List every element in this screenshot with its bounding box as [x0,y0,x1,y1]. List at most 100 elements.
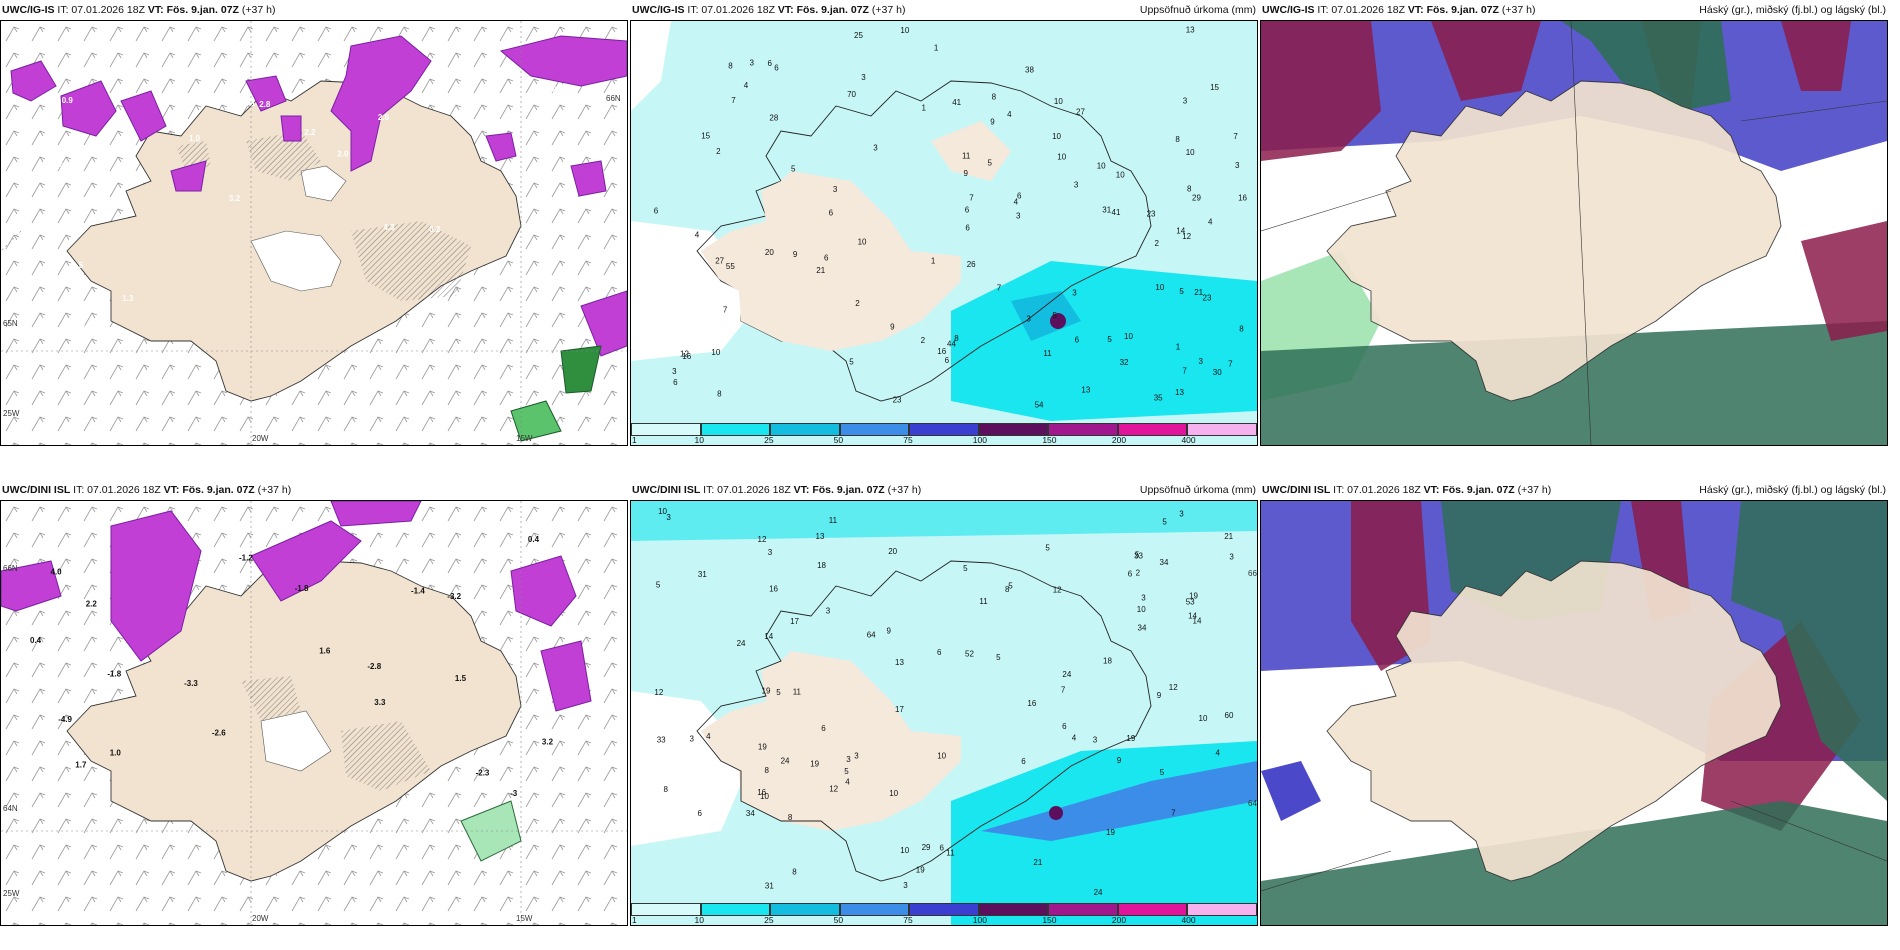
valid-time: Fös. 9.jan. 07Z [1426,4,1499,16]
colorbar-swatch [978,903,1049,916]
value-label: 10 [760,792,769,801]
value-label: 20 [888,547,897,556]
value-label: 5 [656,580,661,589]
value-label: 4 [695,231,700,240]
vt-label: VT: [1423,484,1440,496]
value-label: 5 [1008,582,1013,591]
colorbar-tick: 150 [1042,915,1057,925]
precip-labels: 7658410910211667126891387320273366511732… [654,25,1248,409]
vt-label: VT: [163,484,180,496]
value-label: 9 [793,250,798,259]
value-label: -1.4 [411,587,425,596]
value-label: 7 [731,96,736,105]
map-frame[interactable]: 20W 15W 25W 66N 64N -3 -1.8 3.3 4.0 3.2 2.2 1.… [0,500,628,926]
colorbar-swatch [909,903,979,916]
value-label: 5 [849,357,854,366]
value-label: 11 [979,597,988,606]
value-label: 7 [1182,366,1187,375]
iceland-landmass [1326,80,1782,402]
value-label: 5 [1135,550,1140,559]
value-label: -2.3 [476,768,490,777]
value-label: 8 [992,93,997,102]
colorbar-tick: 50 [833,915,844,925]
value-label: 3.3 [374,698,386,707]
map-frame[interactable] [1260,500,1888,926]
value-label: 8 [792,868,797,877]
value-label: 53 [1186,597,1195,606]
value-label: 12 [829,785,838,794]
value-label: 3 [1093,736,1098,745]
value-label: 0.4 [29,307,41,316]
colorbar-swatch [1048,903,1118,916]
lead-time: (+37 h) [1517,484,1552,496]
colorbar-tick: 75 [903,435,913,445]
value-label: 6 [824,253,829,262]
value-label: 30 [1213,368,1222,377]
field-title: Háský (gr.), miðský (fj.bl.) og lágský (… [1699,4,1886,16]
value-label: 1.3 [122,294,134,303]
value-label: 35 [1154,394,1163,403]
map-label-66N: 66N [1248,569,1257,578]
value-label: 3 [1179,510,1184,519]
cloud-map [1261,21,1887,445]
value-label: 7 [1171,809,1176,818]
init-time: IT: 07.01.2026 18Z [703,484,791,496]
colorbar-swatch [631,903,701,916]
value-label: 1 [922,103,927,112]
field-title: Uppsöfnuð úrkoma (mm) [1139,4,1256,16]
value-label: 3 [1026,314,1031,323]
value-label: 10 [1155,283,1164,292]
valid-time: Fös. 9.jan. 07Z [812,484,885,496]
panel-header: UWC/IG-IS IT: 07.01.2026 18Z VT: Fös. 9.… [0,0,628,20]
value-label: 7 [723,305,728,314]
value-label: 29 [1192,194,1201,203]
map-frame[interactable]: 20W 15W 25W 66N 65N 2.2 0.5 2.8 3.2 2.6 2.3 3.… [0,20,628,446]
map-label-15W: 15W [516,914,533,923]
value-label: 12 [654,688,663,697]
value-label: 8 [788,813,793,822]
colorbar-tick: 1 [632,915,637,925]
value-label: 21 [816,266,825,275]
map-frame[interactable]: 7 6 5 8 4 10 9 10 21 16 6 7 12 6 8 9 13 8 7 3 20 27 3 3 6 6 5 11 7 3 2… [630,20,1258,446]
init-time: IT: 07.01.2026 18Z [1333,484,1421,496]
model-name: UWC/DINI ISL [632,484,701,496]
value-label: 6 [768,59,773,68]
colorbar-tick: 400 [1181,435,1196,445]
value-label: 52 [965,650,974,659]
valid-time: Fös. 9.jan. 07Z [166,4,239,16]
colorbar-swatch [839,903,910,916]
value-label: 55 [726,262,735,271]
value-label: 2.3 [82,325,94,334]
value-label: 10 [1054,97,1063,106]
value-label: 10 [711,348,720,357]
precip-labels: 6457761110118910533911131214125243417191… [654,507,1234,897]
value-label: 9 [1157,691,1162,700]
map-frame[interactable] [1260,20,1888,446]
value-label: 2.2 [304,128,316,137]
map-frame[interactable]: 66N 64N 64577611101189105339111312141252… [630,500,1258,926]
value-label: 11 [946,848,955,857]
value-label: 8 [1175,135,1180,144]
map-label-64N: 64N [1248,799,1257,808]
value-label: 3 [690,735,695,744]
value-label: 21 [1194,288,1203,297]
value-label: 3 [1183,97,1188,106]
value-label: 2 [1155,239,1160,248]
value-label: 10 [937,752,946,761]
value-label: 27 [1076,107,1085,116]
value-label: 24 [781,757,790,766]
init-time: IT: 07.01.2026 18Z [687,4,775,16]
value-label: 6 [774,64,779,73]
value-label: 5 [791,164,796,173]
colorbar-tick: 200 [1111,915,1127,925]
colorbar-swatch [1117,903,1188,916]
value-label: 70 [847,90,856,99]
value-label: 6 [821,724,826,733]
colorbar-swatch [770,903,840,916]
value-label: 0.9 [62,96,74,105]
panel-dini-precip: UWC/DINI ISL IT: 07.01.2026 18Z VT: Fös.… [630,480,1258,926]
value-label: 4 [744,81,749,90]
value-label: 54 [1035,400,1044,409]
precip-colorbar: 1 10 25 50 75 100 150 200 400 [631,903,1258,925]
value-label: 38 [1025,65,1034,74]
